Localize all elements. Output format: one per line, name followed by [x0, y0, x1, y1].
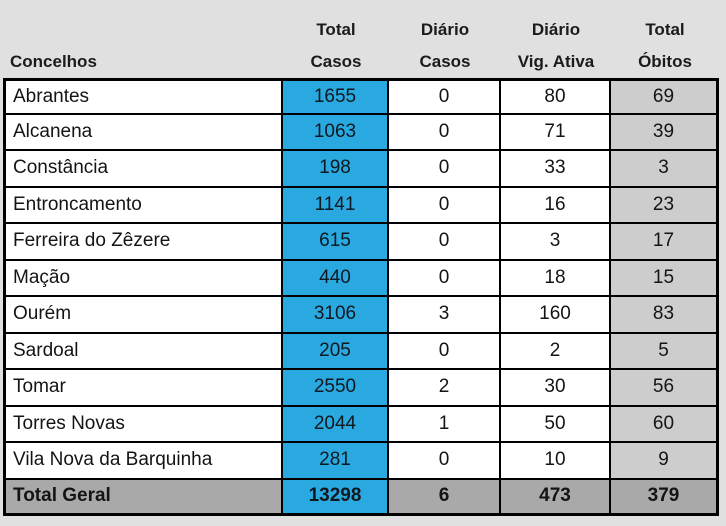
table-body: Abrantes 1655 0 80 69 Alcanena 1063 0 71 39 Constâ… [3, 78, 726, 516]
concelho-name-cell: Ferreira do Zêzere [3, 224, 283, 261]
table-row: Entroncamento 1141 0 16 23 [3, 187, 726, 224]
column-header-line2: Casos [419, 52, 471, 71]
diario-vig-ativa-cell: 30 [501, 370, 611, 407]
concelho-name-cell: Vila Nova da Barquinha [3, 443, 283, 480]
diario-vig-ativa-cell: 80 [501, 78, 611, 115]
total-casos-cell: 205 [283, 333, 389, 370]
concelho-name-cell: Constância [3, 151, 283, 188]
diario-casos-cell: 0 [389, 114, 501, 151]
table-header: Concelhos Total Casos Diário Casos Diári… [3, 0, 726, 78]
diario-casos-cell: 1 [389, 406, 501, 443]
total-obitos-cell: 17 [611, 224, 719, 261]
table-row: Mação 440 0 18 15 [3, 260, 726, 297]
total-casos-cell: 2550 [283, 370, 389, 407]
diario-casos-cell: 0 [389, 333, 501, 370]
concelho-name-cell: Sardoal [3, 333, 283, 370]
total-casos-cell: 1655 [283, 78, 389, 115]
column-header-line2: Óbitos [638, 52, 692, 71]
total-obitos-cell: 39 [611, 114, 719, 151]
diario-casos-cell: 0 [389, 151, 501, 188]
total-obitos-cell: 56 [611, 370, 719, 407]
table-row: Torres Novas 2044 1 50 60 [3, 406, 726, 443]
table-row: Abrantes 1655 0 80 69 [3, 78, 726, 115]
total-casos-cell: 13298 [283, 479, 389, 516]
column-header-total-obitos: Total Óbitos [611, 0, 719, 78]
total-casos-cell: 1141 [283, 187, 389, 224]
diario-vig-ativa-cell: 16 [501, 187, 611, 224]
concelho-name-cell: Total Geral [3, 479, 283, 516]
column-header-line1: Total [316, 20, 356, 39]
table-row: Ferreira do Zêzere 615 0 3 17 [3, 224, 726, 261]
diario-casos-cell: 2 [389, 370, 501, 407]
total-obitos-cell: 69 [611, 78, 719, 115]
concelho-name-cell: Torres Novas [3, 406, 283, 443]
diario-vig-ativa-cell: 10 [501, 443, 611, 480]
column-header-concelhos: Concelhos [10, 52, 97, 71]
table-row: Constância 198 0 33 3 [3, 151, 726, 188]
total-casos-cell: 3106 [283, 297, 389, 334]
diario-vig-ativa-cell: 2 [501, 333, 611, 370]
diario-vig-ativa-cell: 3 [501, 224, 611, 261]
diario-casos-cell: 0 [389, 260, 501, 297]
column-header-diario-casos: Diário Casos [389, 0, 501, 78]
table-row: Tomar 2550 2 30 56 [3, 370, 726, 407]
column-header-line2: Vig. Ativa [517, 52, 595, 71]
concelho-name-cell: Mação [3, 260, 283, 297]
column-header-diario-vig-ativa: Diário Vig. Ativa [501, 0, 611, 78]
column-header-total-casos: Total Casos [283, 0, 389, 78]
diario-vig-ativa-cell: 160 [501, 297, 611, 334]
diario-casos-cell: 0 [389, 78, 501, 115]
diario-vig-ativa-cell: 50 [501, 406, 611, 443]
total-obitos-cell: 5 [611, 333, 719, 370]
table-row: Vila Nova da Barquinha 281 0 10 9 [3, 443, 726, 480]
table-row: Sardoal 205 0 2 5 [3, 333, 726, 370]
concelho-name-cell: Tomar [3, 370, 283, 407]
concelho-name-cell: Alcanena [3, 114, 283, 151]
total-casos-cell: 615 [283, 224, 389, 261]
column-header-line1: Diário [531, 20, 581, 39]
diario-vig-ativa-cell: 71 [501, 114, 611, 151]
total-casos-cell: 198 [283, 151, 389, 188]
total-obitos-cell: 9 [611, 443, 719, 480]
diario-casos-cell: 3 [389, 297, 501, 334]
diario-casos-cell: 0 [389, 187, 501, 224]
total-obitos-cell: 23 [611, 187, 719, 224]
total-casos-cell: 281 [283, 443, 389, 480]
table-row: Ourém 3106 3 160 83 [3, 297, 726, 334]
diario-vig-ativa-cell: 33 [501, 151, 611, 188]
diario-vig-ativa-cell: 18 [501, 260, 611, 297]
concelho-name-cell: Ourém [3, 297, 283, 334]
total-obitos-cell: 60 [611, 406, 719, 443]
diario-casos-cell: 0 [389, 443, 501, 480]
total-obitos-cell: 3 [611, 151, 719, 188]
total-row: Total Geral 13298 6 473 379 [3, 479, 726, 516]
column-header-line1: Diário [420, 20, 470, 39]
total-obitos-cell: 15 [611, 260, 719, 297]
total-obitos-cell: 83 [611, 297, 719, 334]
total-casos-cell: 2044 [283, 406, 389, 443]
total-obitos-cell: 379 [611, 479, 719, 516]
total-casos-cell: 440 [283, 260, 389, 297]
concelho-name-cell: Entroncamento [3, 187, 283, 224]
table-row: Alcanena 1063 0 71 39 [3, 114, 726, 151]
column-header-line2: Casos [310, 52, 362, 71]
diario-casos-cell: 0 [389, 224, 501, 261]
concelho-name-cell: Abrantes [3, 78, 283, 115]
column-header-line1: Total [645, 20, 685, 39]
diario-casos-cell: 6 [389, 479, 501, 516]
diario-vig-ativa-cell: 473 [501, 479, 611, 516]
total-casos-cell: 1063 [283, 114, 389, 151]
